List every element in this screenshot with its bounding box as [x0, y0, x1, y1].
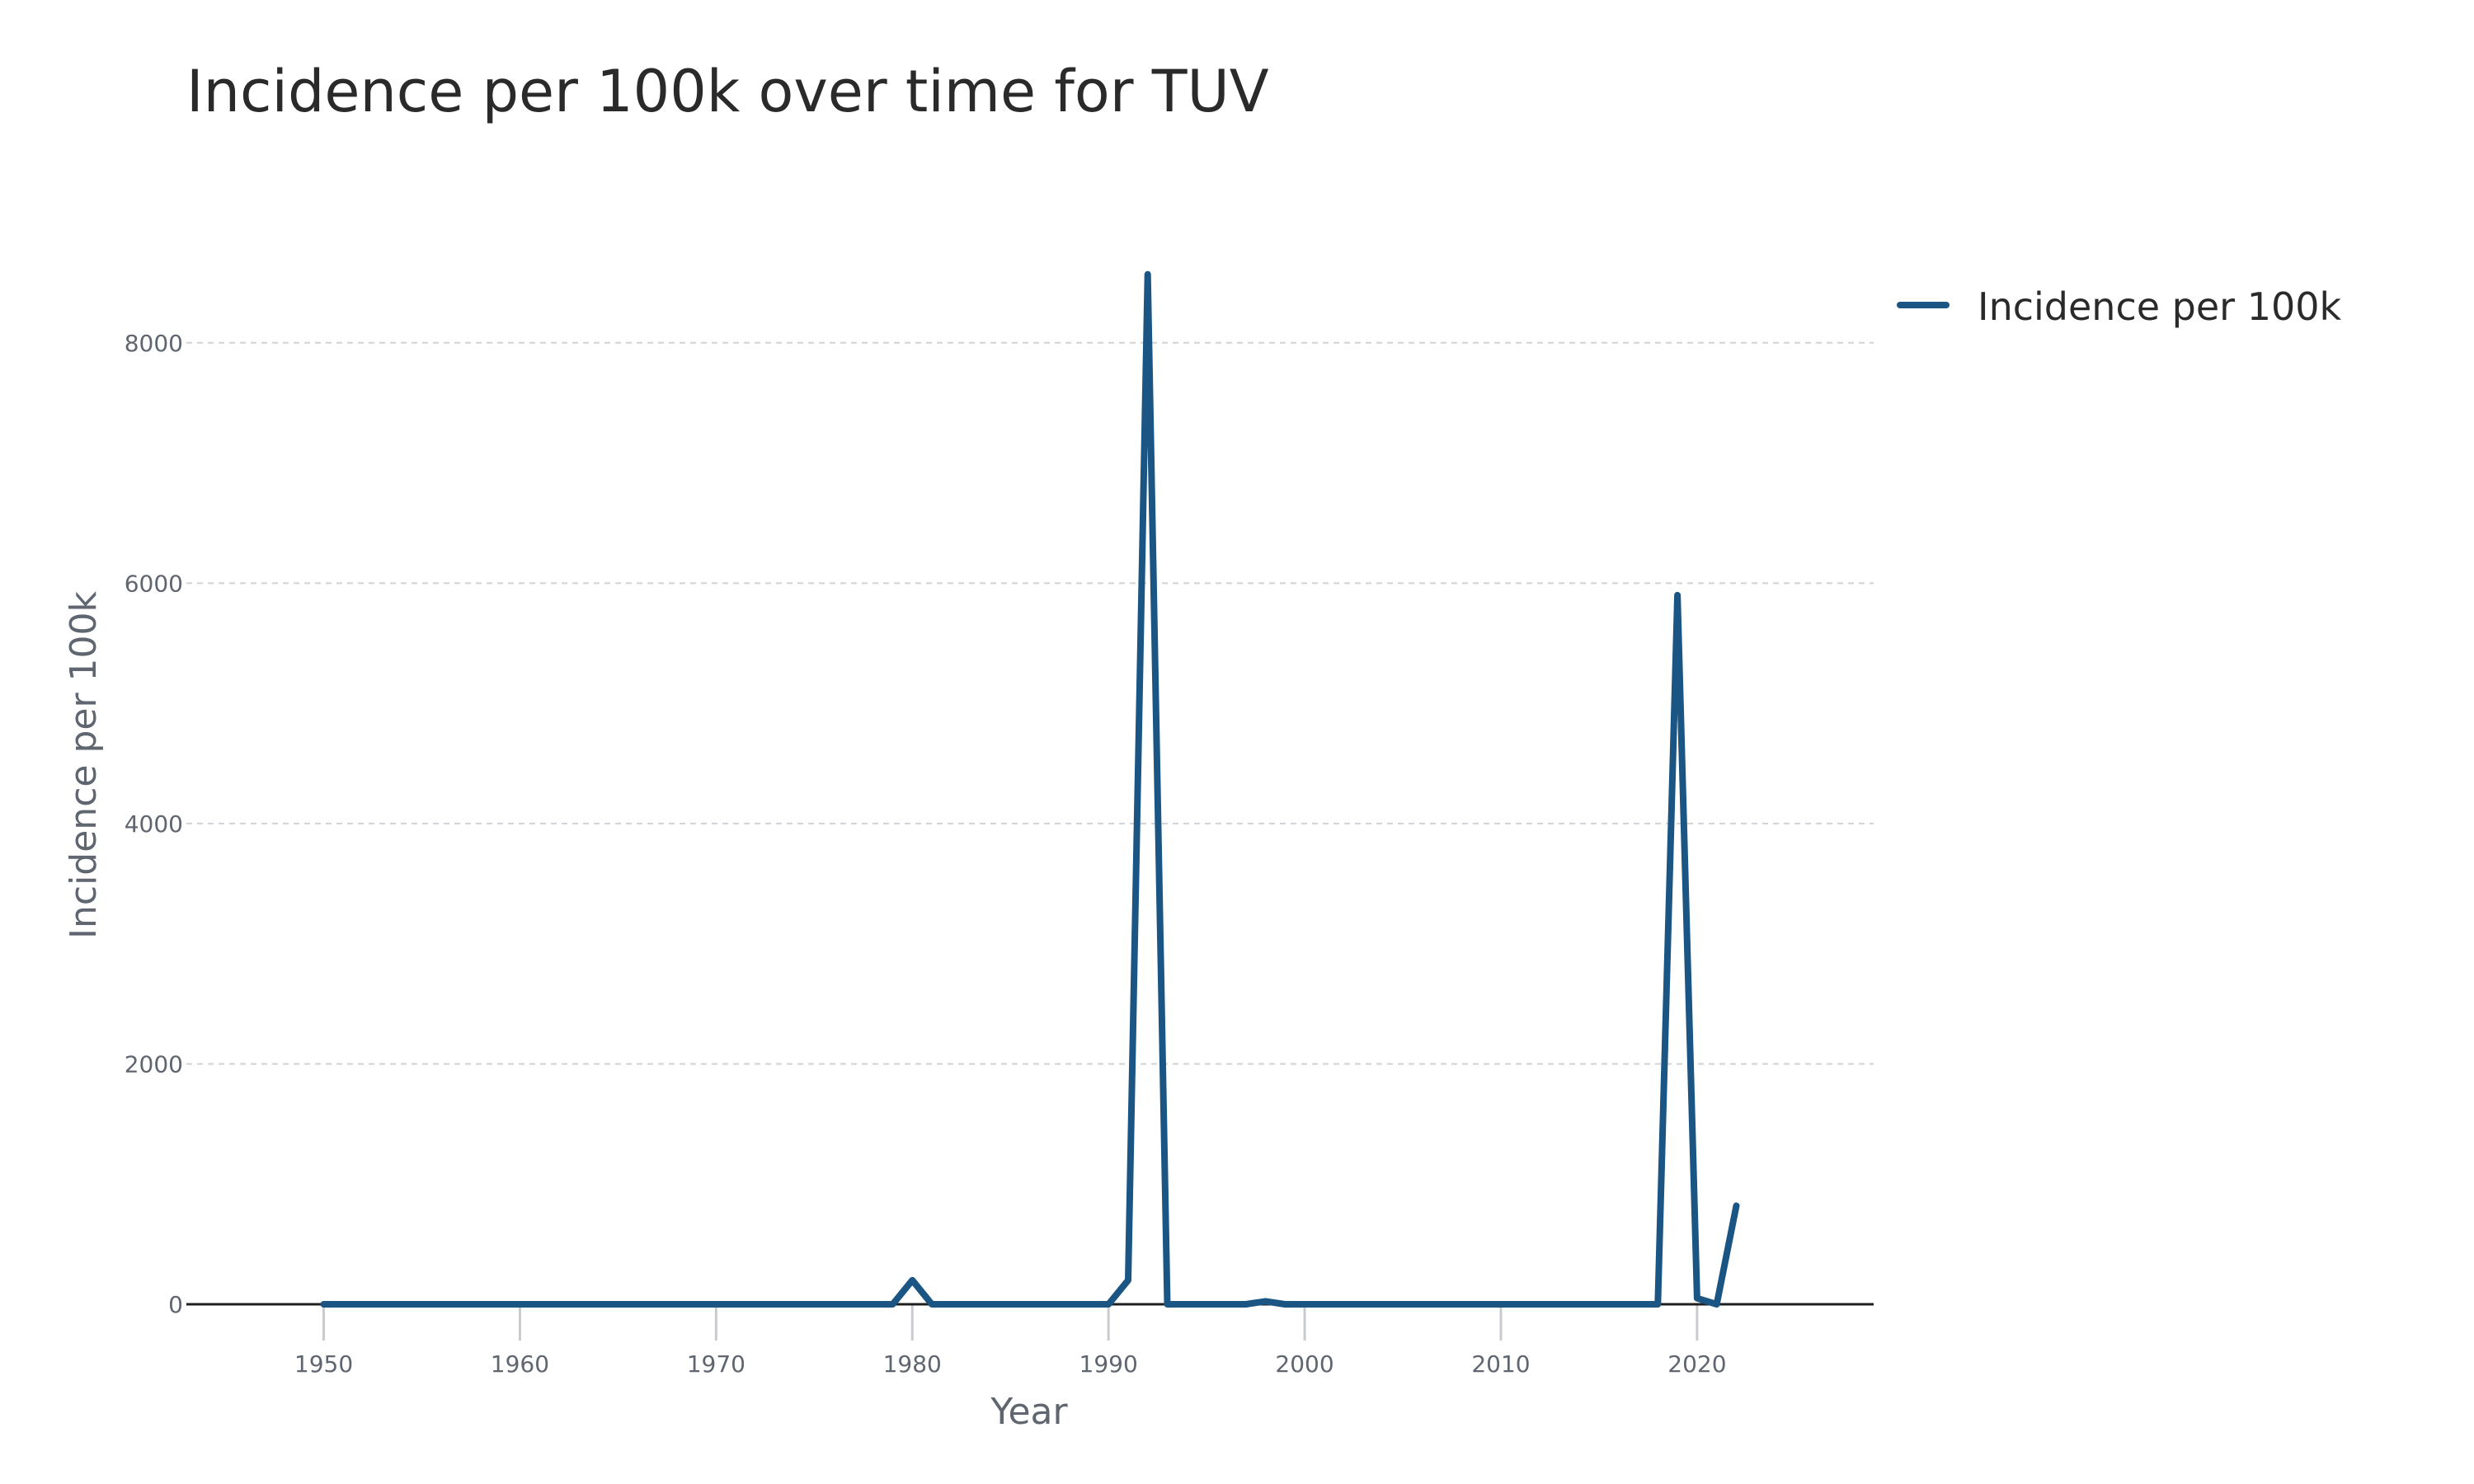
chart-title: Incidence per 100k over time for TUV	[186, 58, 1269, 125]
y-axis-ticks: 0 2000 4000 6000 8000	[125, 330, 183, 1318]
series-lines	[320, 270, 1740, 1308]
y-tick-label: 0	[168, 1291, 183, 1318]
x-axis-title: Year	[990, 1391, 1068, 1433]
y-tick-label: 4000	[125, 810, 183, 838]
legend: Incidence per 100k	[1897, 284, 2341, 329]
x-tick-label: 2000	[1275, 1350, 1333, 1378]
x-tick-label: 2010	[1471, 1350, 1530, 1378]
y-tick-label: 6000	[125, 570, 183, 597]
series-line	[320, 270, 1740, 1308]
x-tick-label: 1990	[1079, 1350, 1138, 1378]
x-tick-label: 1970	[687, 1350, 745, 1378]
x-tick-label: 1980	[883, 1350, 942, 1378]
x-axis-ticks: 1950 1960 1970 1980 1990 2000 2010 2020	[294, 1304, 1727, 1378]
legend-label: Incidence per 100k	[1978, 284, 2341, 329]
y-tick-label: 2000	[125, 1050, 183, 1078]
gridlines	[186, 341, 1874, 1065]
x-tick-label: 2020	[1667, 1350, 1726, 1378]
y-tick-label: 8000	[125, 330, 183, 357]
x-tick-label: 1960	[491, 1350, 549, 1378]
x-tick-label: 1950	[294, 1350, 353, 1378]
y-axis-title: Incidence per 100k	[63, 591, 105, 939]
